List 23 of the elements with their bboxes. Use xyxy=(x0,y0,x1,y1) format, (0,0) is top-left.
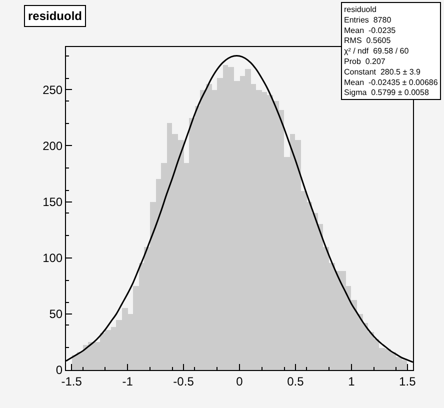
x-tick-label: 0 xyxy=(236,374,244,388)
y-tick-label: 250 xyxy=(42,82,63,97)
x-tick-label: 0.5 xyxy=(287,374,304,388)
annotation: Constant 280.5 ± 3.9 xyxy=(344,67,421,76)
x-tick-label: -0.5 xyxy=(173,374,194,388)
text: RMS 0.5605 xyxy=(344,36,392,46)
annotation: Mean -0.02435 ± 0.00686 xyxy=(344,78,438,87)
x-tick-label: 1.5 xyxy=(399,374,416,388)
x-tick-label: 1 xyxy=(348,374,356,388)
annotation: Sigma 0.5799 ± 0.0058 xyxy=(344,88,430,98)
annotation: Prob 0.207 xyxy=(344,57,386,66)
chart-title: residuold xyxy=(28,9,82,23)
x-tick-label: -1 xyxy=(122,374,134,388)
y-tick-label: 200 xyxy=(42,138,63,153)
y-tick-label: 50 xyxy=(49,307,63,322)
y-tick-label: 100 xyxy=(42,251,63,266)
text: residuold xyxy=(344,5,376,14)
y-tick-label: 150 xyxy=(42,194,63,209)
annotation: χ² / ndf 69.58 / 60 xyxy=(344,46,410,56)
text: Mean -0.0235 xyxy=(344,26,396,35)
y-tick-label: 0 xyxy=(56,363,63,378)
text: Entries 8780 xyxy=(344,15,392,24)
x-tick-label: -1.5 xyxy=(61,374,82,388)
